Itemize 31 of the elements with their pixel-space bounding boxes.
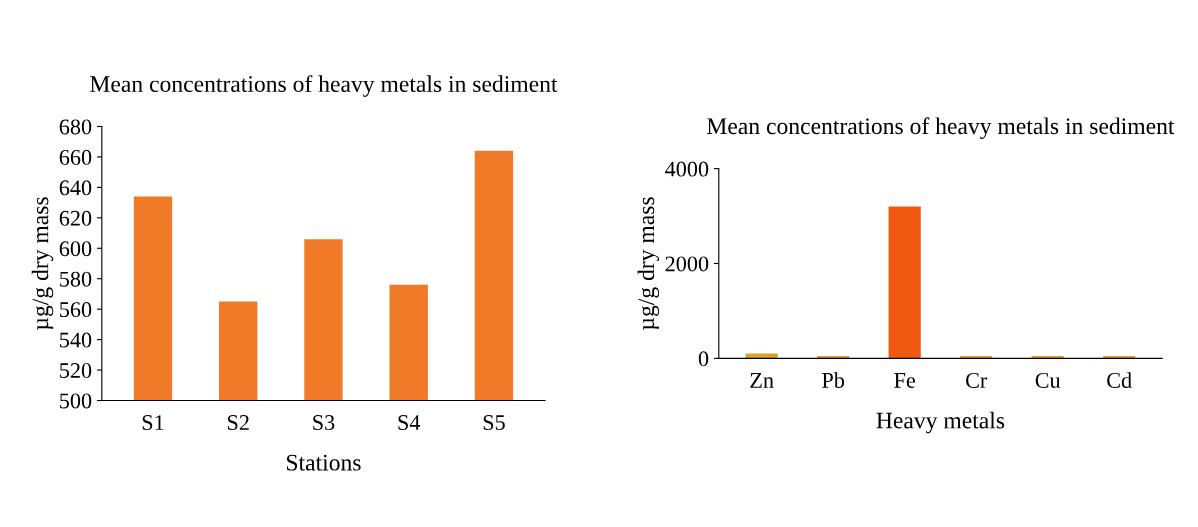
- x-tick-label: Zn: [750, 373, 774, 388]
- x-tick-label: S2: [227, 415, 249, 431]
- y-tick-label: 540: [60, 332, 92, 348]
- y-tick-label: 600: [59, 241, 92, 257]
- y-tick-label: 0: [698, 351, 709, 367]
- x-tick-label: Cu: [1035, 372, 1061, 388]
- x-axis-title: Stations: [286, 454, 361, 471]
- bar: [888, 206, 921, 359]
- x-axis-title: Heavy metals: [876, 411, 1005, 434]
- y-tick-label: 620: [59, 210, 92, 226]
- x-tick-label: S4: [398, 415, 421, 431]
- y-tick-label: 4000: [665, 161, 709, 177]
- y-tick-label: 580: [60, 271, 92, 287]
- x-tick-label: Pb: [822, 372, 845, 388]
- x-tick-label: Cr: [965, 372, 988, 388]
- chart-title: Mean concentrations of heavy metals in sediment: [90, 75, 558, 97]
- y-tick-label: 640: [59, 180, 92, 196]
- y-tick-label: 560: [60, 302, 92, 318]
- y-tick-label: 520: [60, 363, 92, 378]
- x-tick-label: Cd: [1107, 372, 1132, 388]
- x-tick-label: S5: [483, 415, 505, 431]
- y-tick-label: 680: [59, 119, 92, 135]
- y-tick-label: 660: [59, 149, 92, 165]
- y-axis-title: µg/g dry mass: [31, 197, 54, 330]
- x-tick-label: Fe: [894, 373, 916, 388]
- chart-title: Mean concentrations of heavy metals in sediment: [707, 117, 1175, 140]
- y-tick-label: 2000: [665, 256, 709, 272]
- x-tick-label: S1: [142, 415, 164, 431]
- y-axis-title: µg/g dry mass: [637, 197, 660, 330]
- x-tick-label: S3: [313, 415, 335, 431]
- y-tick-label: 500: [60, 393, 92, 409]
